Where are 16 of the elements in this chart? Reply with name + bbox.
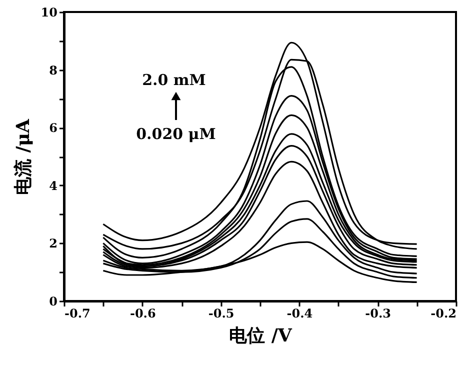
y-tick-label: 8	[49, 63, 58, 78]
x-tick-label: -0.5	[208, 306, 234, 320]
y-tick-label: 0	[49, 294, 58, 308]
x-tick-label: -0.6	[130, 306, 156, 320]
y-tick-label: 2	[49, 236, 58, 251]
y-tick-label: 4	[49, 178, 58, 193]
x-tick-label: -0.4	[286, 306, 313, 320]
y-tick-label: 10	[40, 6, 58, 20]
x-tick-label: -0.7	[64, 306, 90, 320]
x-tick-label: -0.3	[365, 306, 392, 320]
x-tick-label: -0.2	[430, 306, 456, 320]
y-axis-title: 电流 /μA	[12, 118, 34, 195]
annotation: 0.020 μM	[136, 125, 216, 143]
annotation: 2.0 mM	[142, 71, 206, 89]
y-tick-label: 6	[49, 121, 58, 136]
x-axis-title: 电位 /V	[229, 326, 293, 346]
